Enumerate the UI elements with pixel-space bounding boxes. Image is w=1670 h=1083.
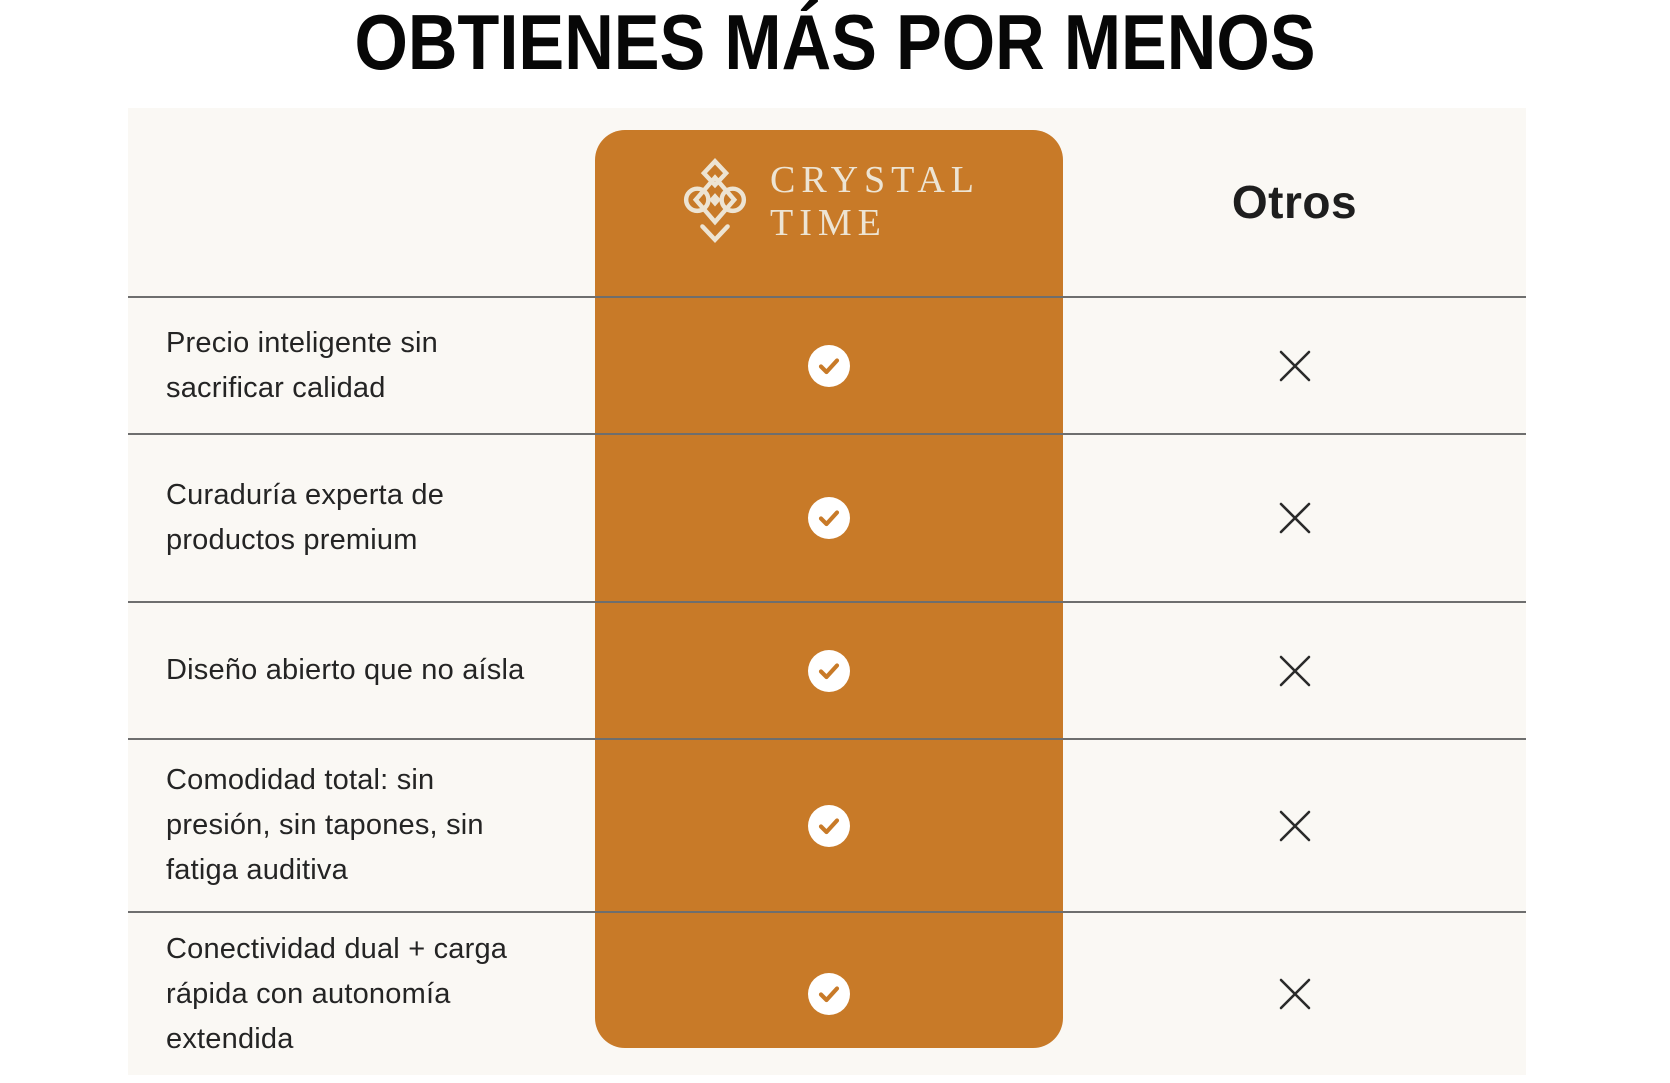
check-icon	[808, 497, 850, 539]
check-icon	[808, 973, 850, 1015]
brand-value-cell	[595, 913, 1063, 1075]
competitor-header-cell: Otros	[1063, 108, 1526, 296]
feature-label: Comodidad total: sin presión, sin tapone…	[166, 764, 484, 886]
table-row: Comodidad total: sin presión, sin tapone…	[128, 738, 1526, 911]
feature-cell: Curaduría experta de productos premium	[128, 435, 595, 601]
brand-name-line2: TIME	[770, 202, 887, 244]
feature-cell: Diseño abierto que no aísla	[128, 603, 595, 738]
feature-cell: Precio inteligente sin sacrificar calida…	[128, 298, 595, 433]
x-icon	[1279, 502, 1310, 534]
check-icon	[808, 649, 850, 692]
check-icon	[808, 344, 850, 387]
brand-value-cell	[595, 435, 1063, 601]
feature-label: Curaduría experta de productos premium	[166, 479, 445, 556]
brand-name-line1: CRYSTAL	[770, 159, 980, 201]
table-row: Conectividad dual + carga rápida con aut…	[128, 911, 1526, 1075]
feature-label: Precio inteligente sin sacrificar calida…	[166, 326, 438, 404]
competitor-header-label: Otros	[1231, 176, 1358, 228]
x-icon	[1279, 978, 1310, 1010]
brand-name: CRYSTAL TIME	[770, 159, 980, 245]
header-empty-cell	[128, 108, 595, 296]
brand-value-cell	[595, 298, 1063, 433]
competitor-value-cell	[1063, 435, 1526, 601]
competitor-value-cell	[1063, 913, 1526, 1075]
table-row: Diseño abierto que no aísla	[128, 601, 1526, 738]
feature-label: Conectividad dual + carga rápida con aut…	[166, 932, 508, 1055]
x-icon	[1279, 810, 1310, 841]
competitor-value-cell	[1063, 740, 1526, 911]
brand-header-cell: CRYSTAL TIME	[595, 108, 1063, 296]
brand-column-highlight	[595, 130, 1063, 1048]
feature-label: Diseño abierto que no aísla	[166, 654, 525, 686]
competitor-value-cell	[1063, 298, 1526, 433]
table-row: Curaduría experta de productos premium	[128, 433, 1526, 601]
brand-value-cell	[595, 740, 1063, 911]
page-title: OBTIENES MÁS POR MENOS	[354, 0, 1316, 86]
crystal-time-ornament-icon	[683, 158, 747, 243]
comparison-table: CRYSTAL TIME Otros Precio inteligente si…	[128, 108, 1526, 1075]
x-icon	[1279, 350, 1310, 381]
check-icon	[808, 804, 850, 847]
competitor-value-cell	[1063, 603, 1526, 738]
table-row: Precio inteligente sin sacrificar calida…	[128, 296, 1526, 433]
table-header-row: CRYSTAL TIME Otros	[128, 108, 1526, 296]
feature-cell: Conectividad dual + carga rápida con aut…	[128, 913, 595, 1075]
x-icon	[1279, 655, 1310, 686]
feature-cell: Comodidad total: sin presión, sin tapone…	[128, 740, 595, 911]
brand-value-cell	[595, 603, 1063, 738]
crystal-time-logo: CRYSTAL TIME	[678, 158, 980, 246]
